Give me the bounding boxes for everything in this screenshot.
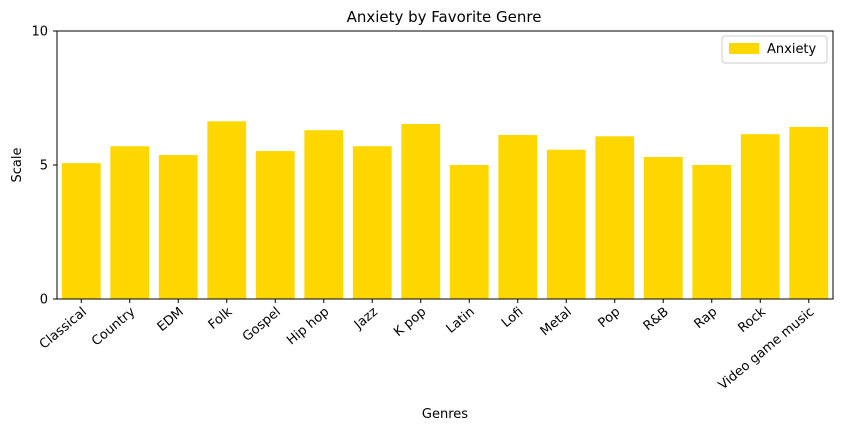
bar-pop <box>595 136 635 299</box>
x-tick-label: R&B <box>641 305 672 335</box>
y-axis-label: Scale <box>10 148 25 183</box>
y-axis-ticks: 0 5 10 <box>31 25 57 308</box>
legend-swatch <box>729 43 759 54</box>
bar-metal <box>546 149 586 299</box>
legend: Anxiety <box>721 35 828 64</box>
y-tick-label: 10 <box>31 25 48 40</box>
bar-k-pop <box>401 124 441 299</box>
legend-label: Anxiety <box>767 42 817 57</box>
x-tick-label: Jazz <box>351 304 381 333</box>
bar-jazz <box>352 146 392 299</box>
chart-title: Anxiety by Favorite Genre <box>347 8 542 26</box>
x-tick-label: Gospel <box>240 305 284 345</box>
bar-hip-hop <box>304 130 344 299</box>
x-tick-label: Hip hop <box>284 305 332 349</box>
bar-country <box>110 146 150 299</box>
x-tick-label: Classical <box>37 305 90 353</box>
bar-lofi <box>498 134 538 299</box>
x-tick-label: EDM <box>155 305 187 335</box>
x-axis-label: Genres <box>422 407 468 422</box>
x-tick-label: Metal <box>538 305 575 340</box>
bar-folk <box>207 121 247 299</box>
bar-rap <box>692 165 732 299</box>
bars-group <box>61 121 829 299</box>
x-tick-label: Country <box>89 304 138 349</box>
x-tick-label: Latin <box>444 305 478 337</box>
x-tick-label: Pop <box>596 305 624 332</box>
x-tick-label: Rock <box>735 304 769 336</box>
legend-frame <box>721 35 828 64</box>
bar-latin <box>449 165 489 299</box>
y-tick-label: 5 <box>40 159 48 174</box>
x-tick-label: K pop <box>391 305 429 340</box>
bar-r-b <box>643 156 683 299</box>
bar-gospel <box>255 151 295 299</box>
x-tick-label: Folk <box>206 304 236 333</box>
bar-video-game-music <box>789 126 829 299</box>
x-axis-ticks: Classical Country EDM Folk Gospel Hip hop Jazz… <box>37 299 817 393</box>
bar-rock <box>740 134 780 299</box>
bar-edm <box>158 155 198 299</box>
x-tick-label: Rap <box>692 305 721 333</box>
y-tick-label: 0 <box>40 293 48 308</box>
bar-classical <box>61 163 101 299</box>
x-tick-label: Lofi <box>499 305 526 331</box>
